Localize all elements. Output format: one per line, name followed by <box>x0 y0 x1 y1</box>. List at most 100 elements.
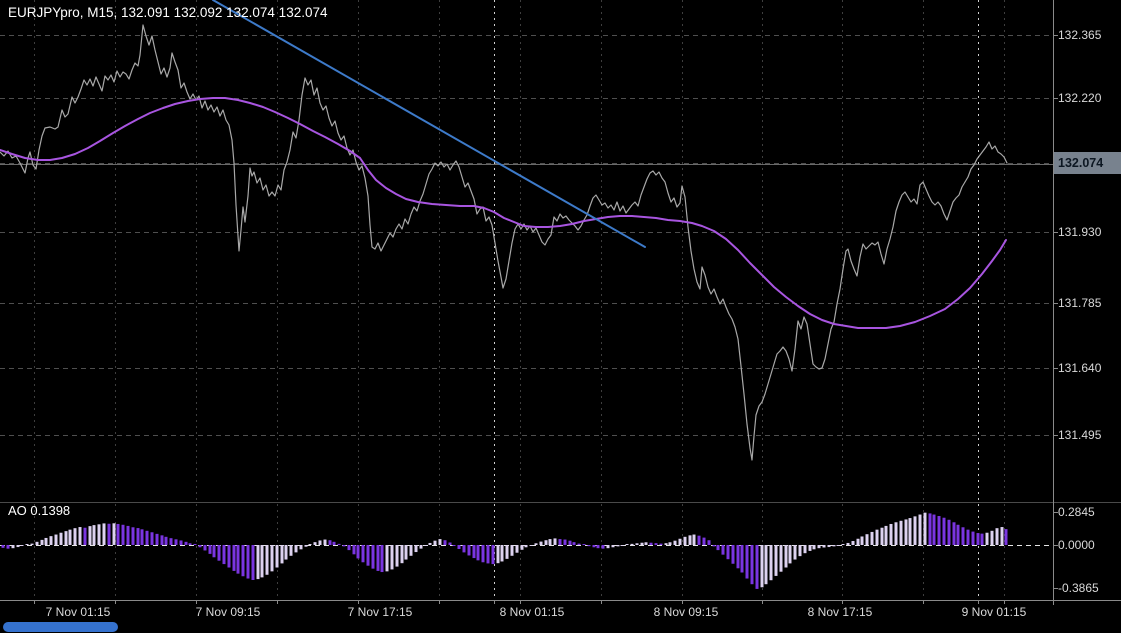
ao-bar <box>428 542 432 545</box>
ao-bar <box>116 523 120 545</box>
ao-bar <box>112 523 116 545</box>
ao-bar <box>649 542 653 545</box>
ao-bar <box>659 543 663 545</box>
ao-bar <box>452 545 456 546</box>
price-axis-label: 132.365 <box>1058 28 1102 42</box>
chart-title: EURJPYpro, M15, 132.091 132.092 132.074 … <box>8 5 328 20</box>
ao-bar <box>265 545 269 575</box>
ao-bar <box>73 528 77 545</box>
ao-bar <box>822 545 826 548</box>
ao-bar <box>361 545 365 563</box>
ao-bar <box>107 523 111 545</box>
price-axis-label: 131.930 <box>1058 225 1102 239</box>
ao-bar <box>769 545 773 581</box>
ao-bar <box>808 545 812 551</box>
ao-bar <box>673 540 677 545</box>
ao-bar <box>457 545 461 549</box>
ao-bar <box>385 545 389 572</box>
ao-bar <box>294 545 298 553</box>
price-close-line <box>0 24 1008 461</box>
ao-bar <box>227 545 231 568</box>
ao-bar <box>280 545 284 564</box>
ao-bar <box>784 545 788 568</box>
ao-bar <box>913 516 917 545</box>
ao-bar <box>798 545 802 557</box>
ao-bar <box>980 533 984 545</box>
ao-bar <box>443 540 447 545</box>
ao-bar <box>616 545 620 547</box>
ao-bar <box>241 545 245 577</box>
ao-bar <box>491 545 495 565</box>
ao-bar <box>702 537 706 545</box>
time-axis-label: 8 Nov 01:15 <box>499 605 565 619</box>
ao-bar <box>328 540 332 545</box>
ao-bar <box>164 536 168 545</box>
ao-bar <box>587 545 591 547</box>
time-axis-label: 7 Nov 09:15 <box>195 605 261 619</box>
ao-bar <box>736 545 740 569</box>
ao-bar <box>688 535 692 545</box>
ao-bar <box>289 545 293 556</box>
ao-bar <box>985 532 989 545</box>
ao-bar <box>318 540 322 545</box>
ao-bar <box>400 545 404 564</box>
ao-bar <box>870 531 874 545</box>
horizontal-scrollbar-thumb[interactable] <box>3 622 118 632</box>
ao-bar <box>1004 529 1008 545</box>
ao-bar <box>500 545 504 562</box>
ao-bar <box>284 545 288 560</box>
ao-bar <box>299 545 303 550</box>
ao-bar <box>198 545 202 548</box>
ao-bar <box>596 545 600 549</box>
ao-bar <box>88 526 92 545</box>
ao-bar <box>716 545 720 551</box>
ao-bar <box>568 540 572 545</box>
current-price-value: 132.074 <box>1058 156 1104 170</box>
ao-bar <box>817 545 821 549</box>
ao-bar <box>678 538 682 545</box>
ao-bar <box>337 543 341 545</box>
ao-bar <box>908 518 912 545</box>
ao-bar <box>462 545 466 553</box>
ao-bar <box>539 541 543 545</box>
ao-bar <box>64 531 68 545</box>
ao-bar <box>788 545 792 564</box>
price-axis-label: 131.640 <box>1058 361 1102 375</box>
ao-bar <box>731 545 735 564</box>
ao-bar <box>68 529 72 545</box>
ao-bar <box>217 545 221 561</box>
ao-bar <box>928 513 932 545</box>
ao-bar <box>904 519 908 545</box>
ao-bar <box>260 545 264 578</box>
ao-bar <box>390 545 394 570</box>
ao-bar <box>433 540 437 545</box>
ao-bar <box>520 545 524 550</box>
ao-bar <box>971 531 975 545</box>
ao-bar <box>347 545 351 551</box>
price-axis-label: 131.495 <box>1058 428 1102 442</box>
ao-bar <box>203 545 207 551</box>
ao-bar <box>635 543 639 545</box>
price-axis-label: 131.785 <box>1058 296 1102 310</box>
ao-bar <box>668 542 672 545</box>
ao-bar <box>155 533 159 545</box>
ao-bar <box>270 545 274 572</box>
ao-bar <box>424 545 428 546</box>
ao-bar <box>572 542 576 545</box>
ao-bar <box>563 539 567 545</box>
ao-bar <box>774 545 778 576</box>
ao-bar <box>92 525 96 545</box>
ao-bar <box>942 517 946 545</box>
ao-bar <box>592 545 596 548</box>
trend-line <box>212 0 646 248</box>
ao-bar <box>611 545 615 548</box>
ao-bar <box>150 532 154 545</box>
ao-bar <box>995 528 999 545</box>
ao-bar <box>54 534 58 545</box>
ao-bar <box>131 527 135 545</box>
ao-bar <box>256 545 260 580</box>
ao-bar <box>640 542 644 545</box>
ao-bar <box>515 545 519 553</box>
